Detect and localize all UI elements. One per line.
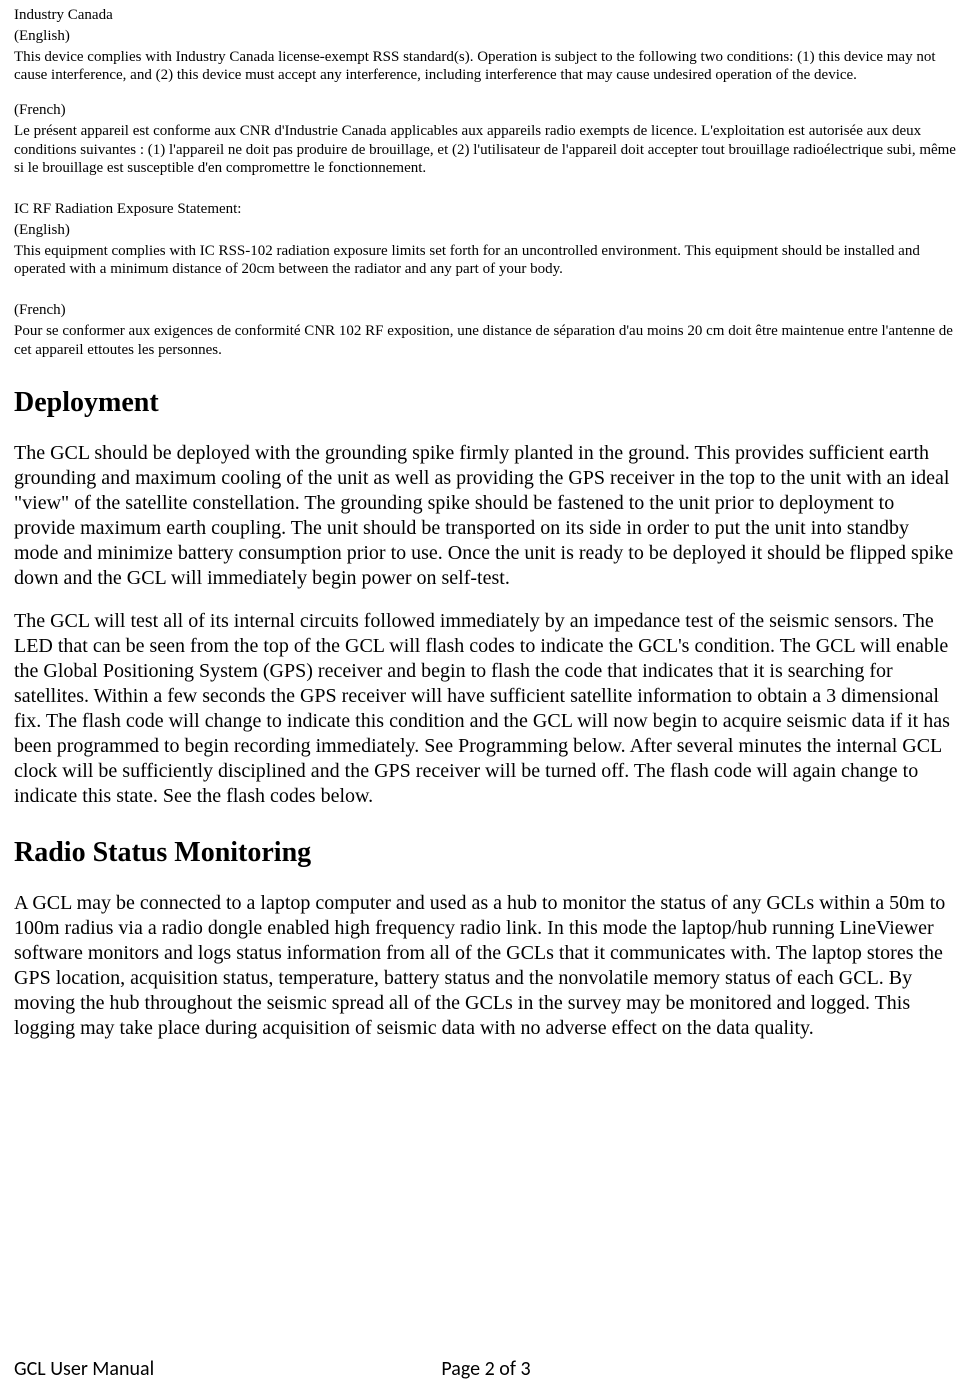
footer-doc-title: GCL User Manual xyxy=(14,1357,154,1381)
deployment-para1: The GCL should be deployed with the grou… xyxy=(14,441,958,591)
radio-heading: Radio Status Monitoring xyxy=(14,837,958,869)
ic-french-text: Le présent appareil est conforme aux CNR… xyxy=(14,122,958,178)
ic-title: Industry Canada xyxy=(14,6,958,25)
rf-english-label: (English) xyxy=(14,221,958,240)
rf-french-label: (French) xyxy=(14,301,958,320)
deployment-body: The GCL should be deployed with the grou… xyxy=(14,441,958,809)
radio-para1: A GCL may be connected to a laptop compu… xyxy=(14,891,958,1041)
deployment-heading: Deployment xyxy=(14,387,958,419)
ic-french-label: (French) xyxy=(14,101,958,120)
rf-english-text: This equipment complies with IC RSS-102 … xyxy=(14,242,958,280)
ic-english-text: This device complies with Industry Canad… xyxy=(14,48,958,86)
footer-page-number: Page 2 of 3 xyxy=(14,1357,958,1381)
radio-body: A GCL may be connected to a laptop compu… xyxy=(14,891,958,1041)
document-page: Industry Canada (English) This device co… xyxy=(0,0,972,1399)
ic-english-label: (English) xyxy=(14,27,958,46)
page-footer: Page 2 of 3 GCL User Manual xyxy=(14,1357,958,1381)
rf-french-text: Pour se conformer aux exigences de confo… xyxy=(14,322,958,360)
deployment-para2: The GCL will test all of its internal ci… xyxy=(14,609,958,809)
regulatory-section: Industry Canada (English) This device co… xyxy=(14,6,958,359)
rf-title: IC RF Radiation Exposure Statement: xyxy=(14,200,958,219)
